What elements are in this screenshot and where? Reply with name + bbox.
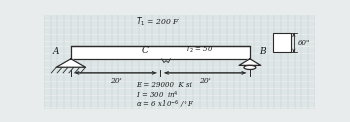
Text: E = 29000  K si: E = 29000 K si	[136, 81, 192, 89]
Bar	[71, 46, 250, 59]
Text: 20': 20'	[199, 77, 211, 85]
Text: A: A	[53, 47, 59, 56]
Bar	[273, 33, 290, 52]
Text: I = 300  in$^4$: I = 300 in$^4$	[136, 90, 178, 101]
Text: $T_1$ = 200 F: $T_1$ = 200 F	[136, 16, 180, 28]
Text: $T_2$ = 50: $T_2$ = 50	[185, 45, 214, 55]
Circle shape	[244, 65, 256, 70]
Polygon shape	[239, 59, 261, 65]
Text: C: C	[142, 46, 149, 55]
Text: $\alpha$ = 6 x10$^{-6}$ /$^\circ$F: $\alpha$ = 6 x10$^{-6}$ /$^\circ$F	[136, 99, 195, 111]
Text: B: B	[259, 47, 265, 56]
Polygon shape	[56, 59, 85, 67]
Text: 60": 60"	[298, 39, 310, 47]
Text: 20': 20'	[110, 77, 121, 85]
